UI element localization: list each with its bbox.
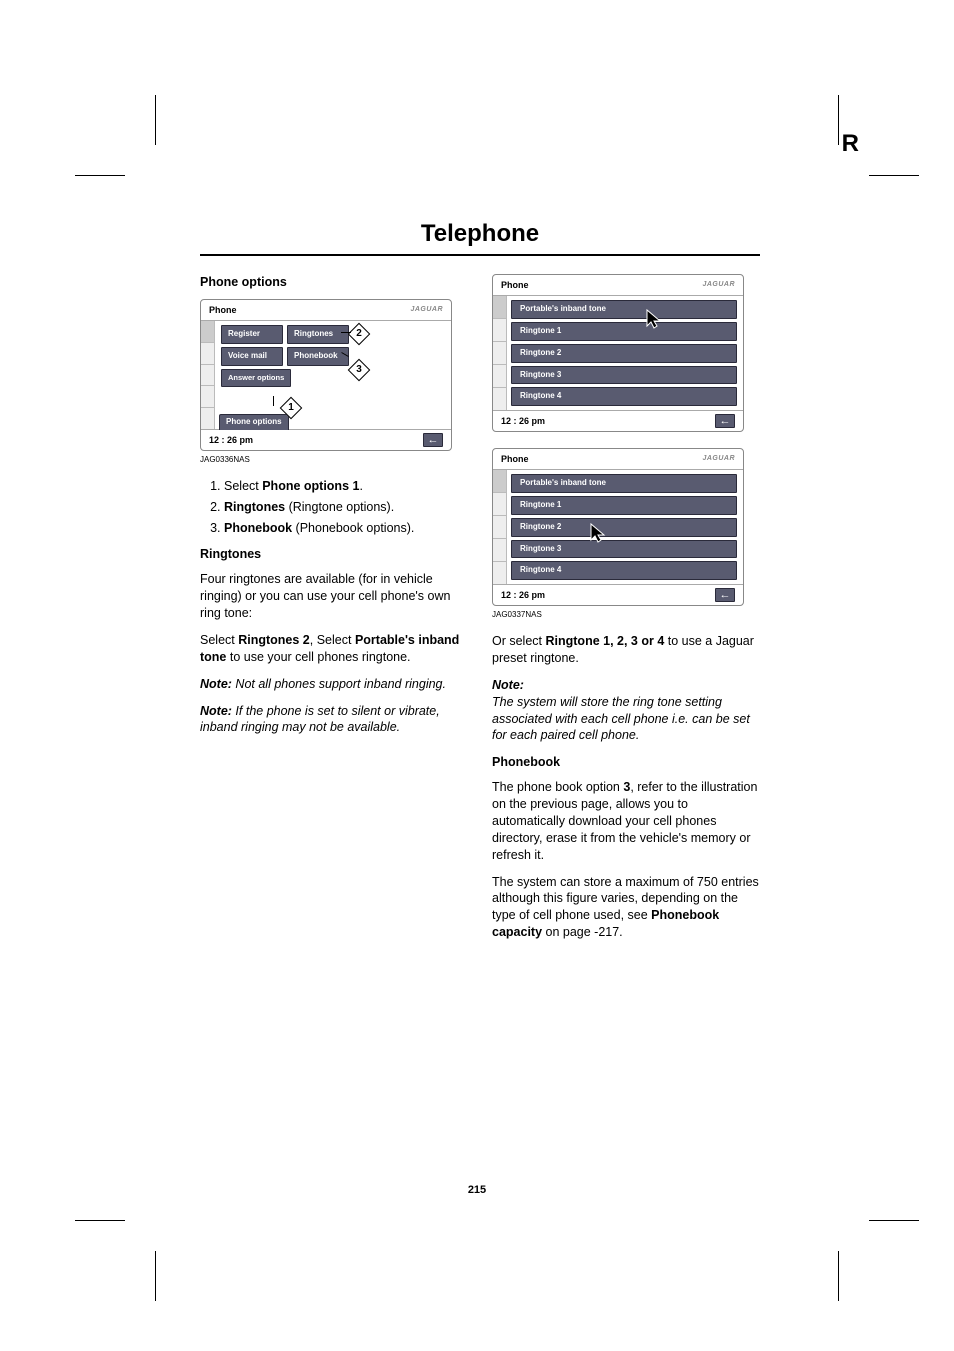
callout-line — [273, 396, 274, 406]
crop-mark — [155, 1251, 156, 1301]
phonebook-button[interactable]: Phonebook — [287, 347, 349, 366]
jaguar-logo: JAGUAR — [702, 280, 735, 289]
note-inband: Note: Not all phones support inband ring… — [200, 676, 468, 693]
phonebook-p2: The system can store a maximum of 750 en… — [492, 874, 760, 942]
crop-mark — [869, 175, 919, 176]
ringtones-button[interactable]: Ringtones — [287, 325, 349, 344]
ringtones-select-text: Select Ringtones 2, Select Portable's in… — [200, 632, 468, 666]
side-tabs — [201, 321, 215, 429]
crop-mark — [838, 1251, 839, 1301]
step-3: Phonebook (Phonebook options). — [224, 520, 468, 537]
section-tab-letter: R — [842, 130, 859, 158]
jaguar-logo: JAGUAR — [702, 454, 735, 463]
ringtone-4[interactable]: Ringtone 4 — [511, 561, 737, 580]
ringtones-intro: Four ringtones are available (for in veh… — [200, 571, 468, 622]
note-block: Note: The system will store the ring ton… — [492, 677, 760, 745]
select-ringtone-text: Or select Ringtone 1, 2, 3 or 4 to use a… — [492, 633, 760, 667]
ringtone-1[interactable]: Ringtone 1 — [511, 496, 737, 515]
phonebook-heading: Phonebook — [492, 754, 760, 771]
screen-title: Phone — [209, 304, 237, 316]
ringtones-heading: Ringtones — [200, 546, 468, 563]
right-column: Phone JAGUAR Portable's inband tone Ring… — [492, 274, 760, 951]
register-button[interactable]: Register — [221, 325, 283, 344]
screen-title: Phone — [501, 279, 529, 291]
back-button[interactable]: ← — [423, 433, 443, 447]
answer-options-button[interactable]: Answer options — [221, 369, 291, 387]
crop-mark — [75, 1220, 125, 1221]
crop-mark — [869, 1220, 919, 1221]
figure-caption: JAG0337NAS — [492, 610, 760, 621]
figure-ringtone-list-1: Phone JAGUAR Portable's inband tone Ring… — [492, 274, 744, 432]
crop-mark — [75, 175, 125, 176]
ringtone-1[interactable]: Ringtone 1 — [511, 322, 737, 341]
ringtone-inband[interactable]: Portable's inband tone — [511, 300, 737, 319]
side-tabs — [493, 296, 507, 410]
phone-options-tab[interactable]: Phone options — [219, 414, 289, 430]
side-tabs — [493, 470, 507, 584]
phone-options-heading: Phone options — [200, 274, 468, 291]
clock-time: 12 : 26 pm — [209, 434, 253, 446]
ringtone-2[interactable]: Ringtone 2 — [511, 518, 737, 537]
crop-mark — [838, 95, 839, 145]
figure-ringtone-list-2: Phone JAGUAR Portable's inband tone Ring… — [492, 448, 744, 606]
clock-time: 12 : 26 pm — [501, 589, 545, 601]
page-title: Telephone — [200, 220, 760, 256]
ringtone-4[interactable]: Ringtone 4 — [511, 387, 737, 406]
figure-caption: JAG0336NAS — [200, 455, 468, 466]
step-2: Ringtones (Ringtone options). — [224, 499, 468, 516]
crop-mark — [155, 95, 156, 145]
step-1: Select Phone options 1. — [224, 478, 468, 495]
voicemail-button[interactable]: Voice mail — [221, 347, 283, 366]
note-silent: Note: If the phone is set to silent or v… — [200, 703, 468, 737]
phonebook-p1: The phone book option 3, refer to the il… — [492, 779, 760, 863]
ringtone-3[interactable]: Ringtone 3 — [511, 540, 737, 559]
back-button[interactable]: ← — [715, 588, 735, 602]
page-number: 215 — [0, 1184, 954, 1196]
clock-time: 12 : 26 pm — [501, 415, 545, 427]
callout-line — [341, 332, 351, 333]
ringtone-3[interactable]: Ringtone 3 — [511, 366, 737, 385]
left-column: Phone options Phone JAGUAR Register Ring… — [200, 274, 468, 951]
ringtone-2[interactable]: Ringtone 2 — [511, 344, 737, 363]
back-button[interactable]: ← — [715, 414, 735, 428]
figure-phone-options-screen: Phone JAGUAR Register Ringtones — [200, 299, 452, 451]
jaguar-logo: JAGUAR — [410, 305, 443, 314]
ringtone-inband[interactable]: Portable's inband tone — [511, 474, 737, 493]
screen-title: Phone — [501, 453, 529, 465]
steps-list: Select Phone options 1. Ringtones (Ringt… — [200, 478, 468, 537]
